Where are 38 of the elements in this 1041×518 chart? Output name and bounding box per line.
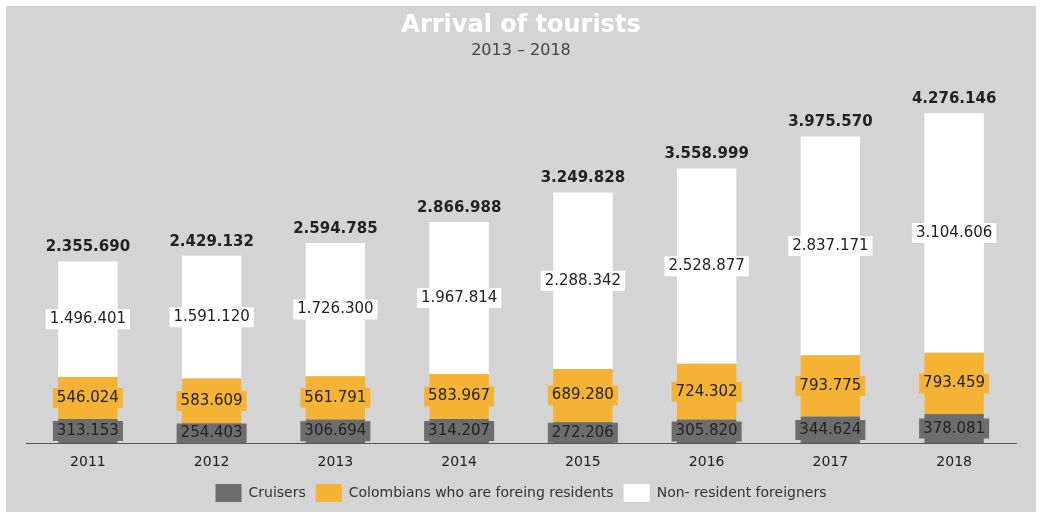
- data-label: 583.967: [428, 386, 491, 405]
- x-tick-label: 2018: [936, 453, 972, 470]
- annotation: 2.594.785: [293, 218, 378, 237]
- data-label: 689.280: [551, 385, 614, 404]
- legend-label: Colombians who are foreing residents: [348, 483, 614, 500]
- x-tick-label: 2014: [441, 453, 478, 470]
- annotation: 3.975.570: [788, 112, 873, 131]
- data-label: 793.775: [799, 375, 862, 394]
- data-label: 561.791: [304, 387, 367, 406]
- annotation: 3.249.828: [540, 168, 626, 187]
- data-label: 2.837.171: [792, 235, 869, 254]
- data-label: 1.591.120: [173, 307, 250, 326]
- data-label: 2.528.877: [668, 256, 745, 275]
- x-tick-label: 2016: [688, 453, 725, 470]
- legend-label: Cruisers: [248, 483, 306, 500]
- data-label: 254.403: [180, 423, 243, 442]
- data-label: 1.967.814: [420, 287, 498, 306]
- data-label: 272.206: [551, 422, 614, 441]
- x-tick-label: 2013: [317, 453, 354, 470]
- annotation: 4.276.146: [911, 89, 997, 108]
- annotation: 3.558.999: [664, 144, 749, 163]
- x-tick-label: 2012: [193, 453, 230, 470]
- data-label: 1.496.401: [49, 309, 127, 328]
- annotation: 2.866.988: [416, 197, 502, 216]
- x-tick-label: 2017: [812, 453, 849, 470]
- annotation: 2.429.132: [169, 231, 254, 250]
- data-label: 3.104.606: [915, 222, 993, 241]
- data-label: 1.726.300: [297, 299, 374, 318]
- data-label: 724.302: [675, 381, 738, 400]
- x-tick-label: 2011: [70, 453, 106, 470]
- chart-subtitle: 2013 – 2018: [470, 40, 572, 59]
- data-label: 583.609: [180, 390, 243, 409]
- x-tick-label: 2015: [565, 453, 601, 470]
- legend-label: Non- resident foreigners: [656, 483, 827, 500]
- annotation: 2.355.690: [45, 237, 131, 256]
- data-label: 2.288.342: [544, 270, 622, 289]
- data-label: 546.024: [56, 387, 119, 406]
- data-label: 793.459: [923, 373, 986, 392]
